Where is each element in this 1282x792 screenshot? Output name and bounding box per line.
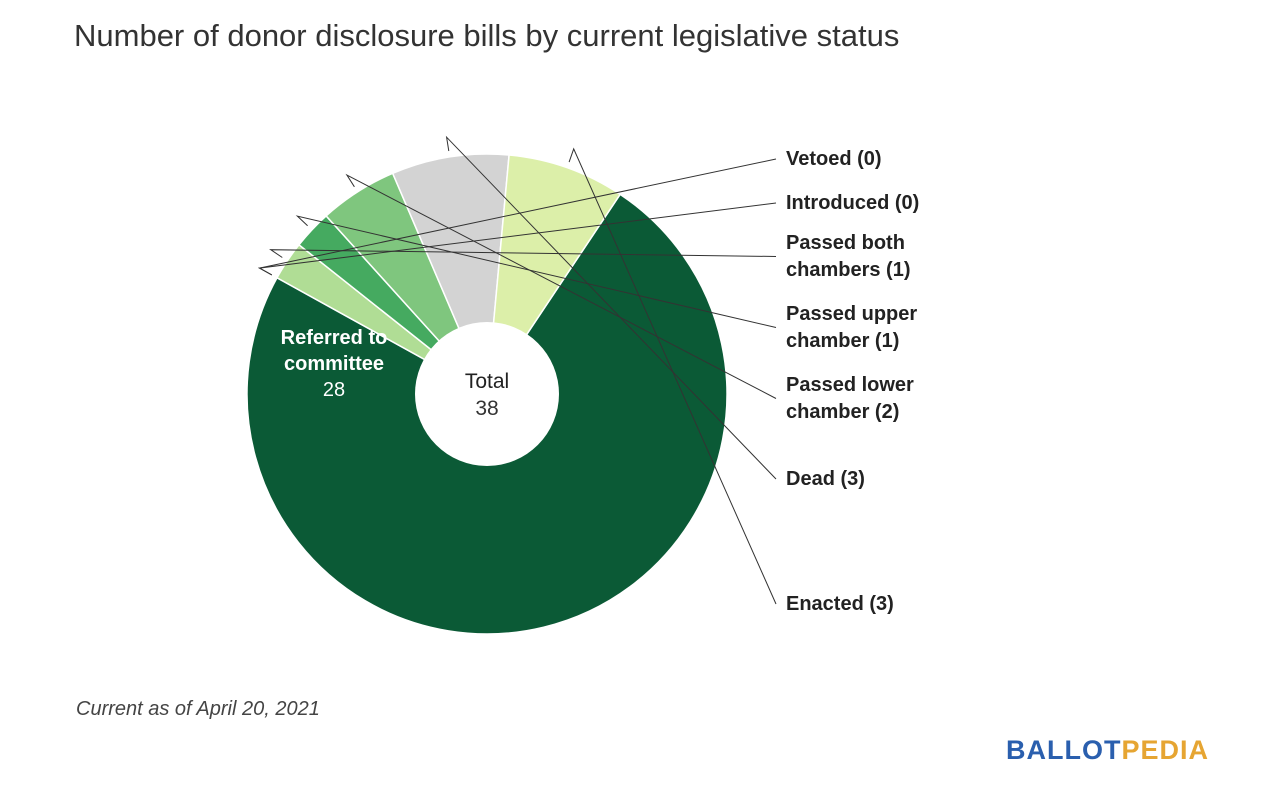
leader-line <box>269 249 777 258</box>
slice-label: Dead (3) <box>786 468 865 490</box>
footnote: Current as of April 20, 2021 <box>76 698 320 720</box>
chart-title: Number of donor disclosure bills by curr… <box>74 18 900 53</box>
center-value: 38 <box>475 397 498 420</box>
leader-line <box>345 173 777 399</box>
slice-label: Passed both chambers (1) <box>786 232 911 281</box>
slice-label: Vetoed (0) <box>786 148 882 170</box>
leader-line <box>568 147 777 605</box>
slice-label: Passed lower chamber (2) <box>786 374 914 423</box>
slice-label-inside: Referred to committee 28 <box>281 327 388 401</box>
donut-hole <box>415 322 559 466</box>
center-label: Total <box>465 370 509 393</box>
slice-label: Introduced (0) <box>786 192 919 214</box>
leader-line <box>295 215 777 328</box>
logo-part-2: PEDIA <box>1121 735 1210 765</box>
logo-part-1: BALLOT <box>1006 735 1122 765</box>
leader-line <box>257 202 777 276</box>
leader-line <box>445 135 777 480</box>
ballotpedia-logo: BALLOTPEDIA <box>1006 735 1209 766</box>
slice-label: Passed upper chamber (1) <box>786 303 917 352</box>
slice-label: Enacted (3) <box>786 593 894 615</box>
